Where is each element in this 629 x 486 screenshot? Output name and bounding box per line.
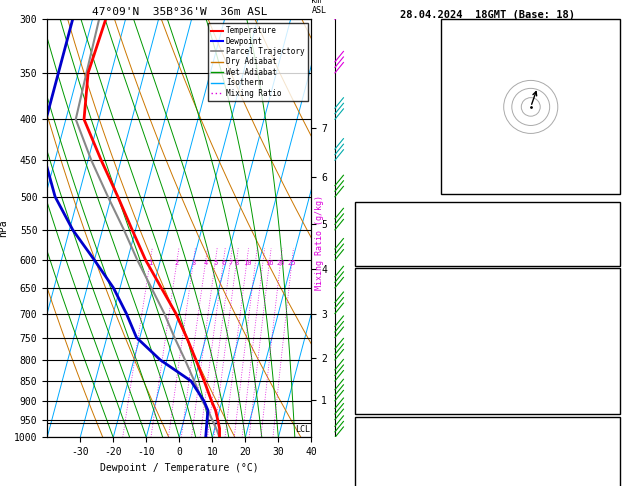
Bar [355,202,620,266]
Bar [355,417,620,486]
Text: Dewp (°C): Dewp (°C) [363,312,411,321]
Text: 18: 18 [601,204,612,213]
Text: 1006: 1006 [591,439,612,449]
Text: CAPE (J): CAPE (J) [363,373,406,382]
Text: 8: 8 [606,312,612,321]
Text: 20: 20 [277,260,285,266]
Text: kt: kt [447,24,457,34]
Text: 28.04.2024  18GMT (Base: 18): 28.04.2024 18GMT (Base: 18) [400,10,575,20]
Text: © weatheronline.co.uk: © weatheronline.co.uk [435,472,540,481]
Text: Pressure (mb): Pressure (mb) [363,439,433,449]
Text: -1: -1 [601,352,612,362]
Text: Temp (°C): Temp (°C) [363,291,411,300]
Y-axis label: hPa: hPa [0,220,8,237]
Text: θₑ (K): θₑ (K) [363,460,395,469]
Text: 16: 16 [265,260,274,266]
Text: θₑ(K): θₑ(K) [363,332,390,341]
Text: 10: 10 [243,260,252,266]
Text: Lifted Index: Lifted Index [363,480,428,486]
Text: Most Unstable: Most Unstable [452,419,523,428]
Text: 25: 25 [288,260,296,266]
X-axis label: Dewpoint / Temperature (°C): Dewpoint / Temperature (°C) [100,463,259,473]
Text: 2: 2 [175,260,179,266]
Text: LCL: LCL [295,425,309,434]
Text: 303: 303 [596,332,612,341]
Text: -1: -1 [601,480,612,486]
Text: 1: 1 [148,260,152,266]
Text: Lifted Index: Lifted Index [363,352,428,362]
Text: 303: 303 [596,460,612,469]
Text: km
ASL: km ASL [311,0,326,15]
Text: 403: 403 [596,373,612,382]
Text: 7: 7 [228,260,233,266]
Text: PW (cm): PW (cm) [363,245,401,254]
Bar [355,268,620,414]
Text: 4: 4 [204,260,208,266]
Legend: Temperature, Dewpoint, Parcel Trajectory, Dry Adiabat, Wet Adiabat, Isotherm, Mi: Temperature, Dewpoint, Parcel Trajectory… [208,23,308,101]
Text: 51: 51 [601,225,612,234]
Title: 47°09'N  35B°36'W  36m ASL: 47°09'N 35B°36'W 36m ASL [91,7,267,17]
Text: Mixing Ratio (g/kg): Mixing Ratio (g/kg) [314,195,323,291]
Text: Totals Totals: Totals Totals [363,225,433,234]
Text: 6: 6 [221,260,226,266]
Text: 3: 3 [191,260,196,266]
Text: 1.31: 1.31 [591,245,612,254]
Text: Surface: Surface [469,271,506,280]
Text: 12.2: 12.2 [591,291,612,300]
Text: K: K [363,204,369,213]
Text: 5: 5 [213,260,218,266]
Text: 0: 0 [606,393,612,402]
Text: CIN (J): CIN (J) [363,393,401,402]
Bar [442,19,620,194]
Text: 8: 8 [235,260,239,266]
